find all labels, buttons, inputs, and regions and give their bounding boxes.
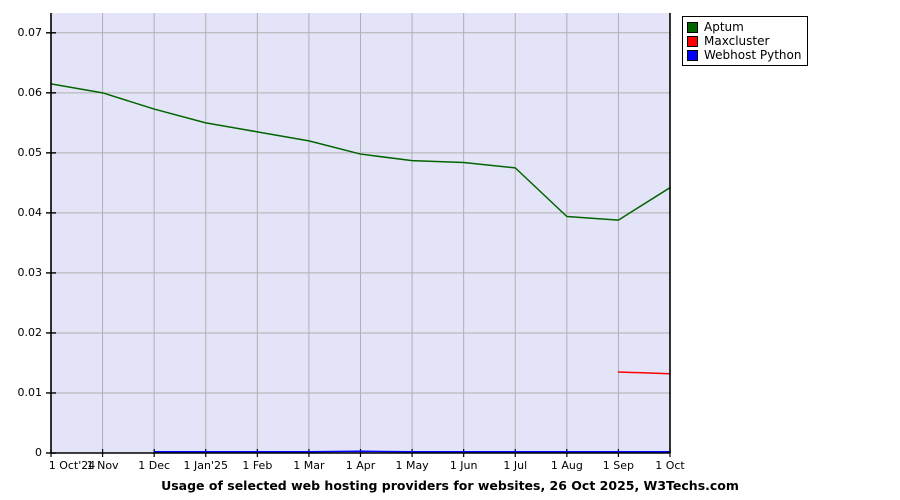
legend-label-maxcluster: Maxcluster <box>704 34 770 48</box>
legend-swatch-icon-webhost-python <box>687 49 698 61</box>
y-tick-label: 0 <box>35 446 42 459</box>
series-lines <box>50 83 671 453</box>
x-tick-label: 1 Oct <box>655 459 685 472</box>
legend-item-maxcluster: Maxcluster <box>687 34 801 48</box>
legend-swatch-icon-aptum <box>687 21 698 33</box>
x-tick-label: 1 Jul <box>503 459 527 472</box>
x-tick-label: 1 Feb <box>242 459 272 472</box>
x-axis-tick-labels: 1 Oct'241 Nov 1 Dec 1 Jan'25 1 Feb 1 Mar 1 Ap… <box>49 459 686 472</box>
x-tick-label: 1 Nov <box>87 459 119 472</box>
legend-label-aptum: Aptum <box>704 20 744 34</box>
y-tick-label: 0.07 <box>18 26 43 39</box>
legend-item-webhost-python: Webhost Python <box>687 48 801 62</box>
chart-caption: Usage of selected web hosting providers … <box>161 478 739 493</box>
chart-legend: Aptum Maxcluster Webhost Python <box>682 16 809 66</box>
x-tick-label: 1 Apr <box>346 459 376 472</box>
x-tick-label: 1 Mar <box>293 459 325 472</box>
legend-swatch-icon-maxcluster <box>687 35 698 47</box>
y-tick-label: 0.04 <box>18 206 43 219</box>
x-tick-label: 1 Sep <box>603 459 634 472</box>
x-tick-label: 1 Jun <box>450 459 478 472</box>
series-line-webhost-python <box>153 450 671 453</box>
legend-item-aptum: Aptum <box>687 20 801 34</box>
x-tick-label: 1 Jan'25 <box>184 459 228 472</box>
x-tick-label: 1 Oct'24 <box>49 459 96 472</box>
y-tick-label: 0.01 <box>18 386 43 399</box>
series-line-maxcluster <box>617 371 671 375</box>
x-tick-label: 1 Dec <box>138 459 170 472</box>
y-axis-tick-labels: 0 0.01 0.02 0.03 0.04 0.05 0.06 0.07 <box>18 26 43 459</box>
y-tick-label: 0.06 <box>18 86 43 99</box>
x-tick-label: 1 Aug <box>551 459 583 472</box>
y-tick-label: 0.02 <box>18 326 43 339</box>
x-tick-label: 1 May <box>395 459 429 472</box>
legend-label-webhost-python: Webhost Python <box>704 48 802 62</box>
series-line-aptum <box>50 83 671 221</box>
y-tick-label: 0.05 <box>18 146 43 159</box>
y-tick-label: 0.03 <box>18 266 43 279</box>
